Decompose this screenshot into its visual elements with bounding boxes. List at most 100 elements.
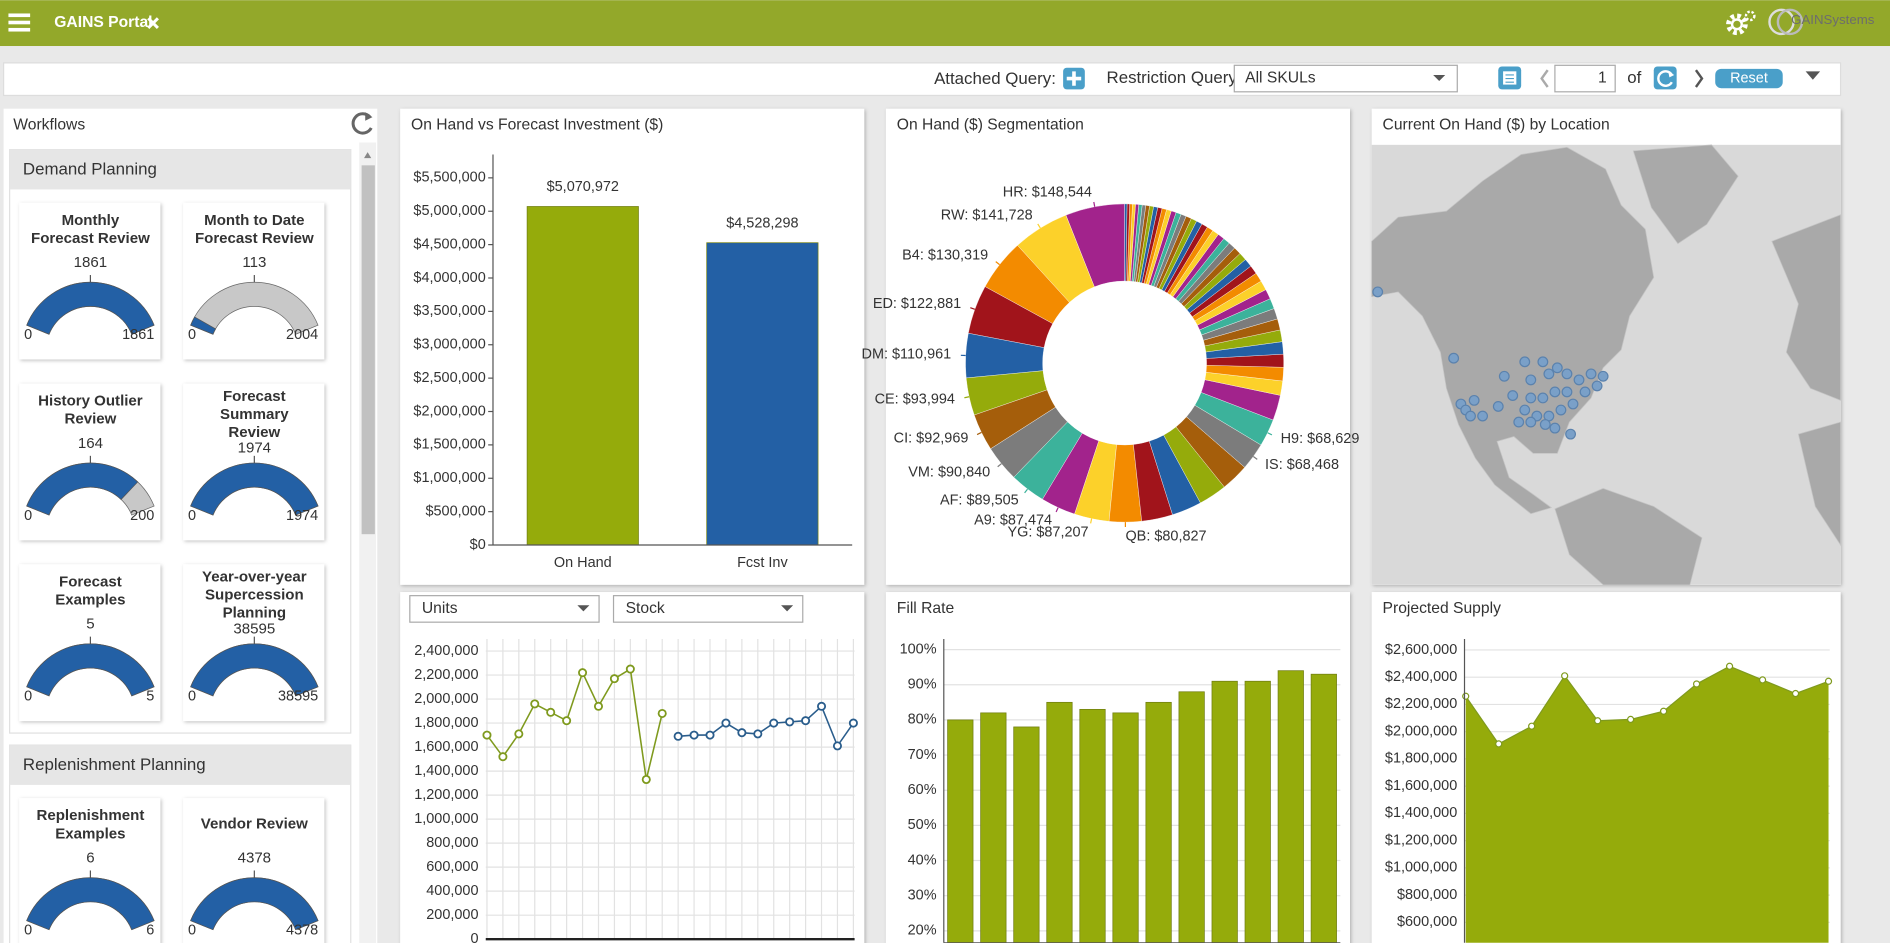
location-dot[interactable]	[1549, 422, 1561, 434]
bar	[706, 242, 819, 546]
menu-button[interactable]	[8, 13, 31, 32]
point	[514, 729, 524, 739]
point	[530, 699, 540, 709]
location-dot[interactable]	[1591, 380, 1603, 392]
workflow-card[interactable]	[183, 202, 325, 360]
location-dot[interactable]	[1555, 404, 1567, 416]
menu-line	[8, 27, 31, 32]
dropdown-label: Stock	[626, 600, 665, 617]
map-land	[1371, 146, 1655, 515]
page-number: 1	[1598, 70, 1607, 87]
gauge-max: 1861	[122, 327, 154, 343]
map-land	[1797, 421, 1841, 547]
refresh-button[interactable]	[1653, 66, 1677, 90]
gauge-min: 0	[24, 508, 32, 524]
scroll-up[interactable]	[364, 152, 372, 159]
location-dot[interactable]	[1537, 392, 1549, 404]
bar	[526, 206, 639, 546]
settings-icon[interactable]	[1726, 10, 1756, 36]
bar	[1079, 708, 1106, 943]
y-tick-label: 70%	[908, 747, 937, 763]
gauge-fill	[190, 643, 319, 697]
close-icon[interactable]	[147, 17, 159, 29]
location-dot[interactable]	[1519, 404, 1531, 416]
gauge-min: 0	[188, 689, 196, 705]
location-dot[interactable]	[1579, 386, 1591, 398]
label-leader	[1055, 507, 1059, 513]
restriction-select[interactable]	[1233, 64, 1458, 93]
location-dot[interactable]	[1573, 374, 1585, 386]
label-leader	[1093, 201, 1096, 207]
point	[1725, 662, 1734, 670]
location-dot[interactable]	[1539, 419, 1551, 430]
y-tick-label: $2,500,000	[413, 370, 485, 386]
card-title: Review	[64, 411, 116, 428]
location-dot[interactable]	[1565, 428, 1577, 440]
point	[1659, 707, 1668, 715]
location-dot[interactable]	[1585, 368, 1597, 380]
area-fill	[1465, 666, 1829, 943]
location-dot[interactable]	[1372, 286, 1384, 298]
location-dot[interactable]	[1597, 370, 1609, 382]
value-label: $4,528,298	[726, 215, 798, 231]
workflow-card[interactable]	[183, 383, 325, 541]
group-header[interactable]	[9, 149, 351, 190]
point	[1627, 715, 1635, 724]
location-dot[interactable]	[1525, 416, 1537, 428]
location-dot[interactable]	[1492, 400, 1504, 412]
map-land	[1554, 487, 1703, 586]
location-dot[interactable]	[1551, 362, 1563, 374]
page-input[interactable]	[1554, 64, 1616, 93]
label-leader	[970, 307, 976, 310]
card-title: Examples	[55, 591, 125, 608]
group-header[interactable]	[9, 745, 351, 785]
gauge-value: 1974	[238, 440, 271, 457]
location-dot[interactable]	[1465, 410, 1476, 422]
menu-line	[8, 13, 31, 18]
attached-query-label: Attached Query:	[934, 69, 1056, 88]
location-dot[interactable]	[1448, 352, 1460, 364]
point	[657, 708, 667, 718]
location-dot[interactable]	[1561, 368, 1573, 380]
location-dot[interactable]	[1567, 398, 1579, 410]
point	[673, 731, 683, 741]
location-dot[interactable]	[1519, 356, 1531, 368]
prev-page[interactable]	[1540, 69, 1549, 88]
y-tick-label: 400,000	[426, 883, 478, 899]
label-leader	[1024, 488, 1029, 494]
next-page[interactable]	[1694, 69, 1704, 88]
location-dot[interactable]	[1513, 416, 1525, 428]
location-dot[interactable]	[1477, 410, 1489, 422]
workflows-refresh[interactable]	[351, 112, 373, 135]
workflow-card[interactable]	[183, 564, 325, 722]
add-query-button[interactable]	[1063, 67, 1085, 90]
chart-title: Fill Rate	[897, 600, 955, 617]
location-dot[interactable]	[1525, 374, 1537, 386]
reset-button[interactable]	[1715, 68, 1783, 89]
scroll-thumb[interactable]	[361, 165, 375, 535]
location-dot[interactable]	[1537, 356, 1549, 368]
y-tick-label: 800,000	[426, 835, 478, 851]
location-dot[interactable]	[1468, 394, 1480, 406]
location-dot[interactable]	[1498, 370, 1510, 382]
location-dot[interactable]	[1507, 390, 1519, 401]
restriction-value: All SKULs	[1245, 70, 1316, 87]
dropdown[interactable]	[409, 595, 600, 623]
gauge-max: 2004	[286, 327, 318, 343]
dropdown-arrow	[781, 605, 794, 612]
toolbar-collapse[interactable]	[1805, 71, 1821, 80]
gauge-value: 5	[86, 616, 94, 633]
location-dot[interactable]	[1561, 386, 1573, 398]
location-dot[interactable]	[1549, 386, 1561, 398]
y-tick-label: $1,200,000	[1385, 832, 1457, 848]
slice-label: CI: $92,969	[894, 431, 969, 447]
slice-label: H9: $68,629	[1281, 431, 1360, 447]
dropdown[interactable]	[612, 595, 804, 623]
gauge-max: 4378	[286, 923, 318, 939]
location-dot[interactable]	[1525, 392, 1537, 404]
location-dot[interactable]	[1543, 368, 1555, 380]
y-tick-label: 0	[470, 931, 478, 943]
list-button[interactable]	[1498, 66, 1522, 90]
gauge-value: 113	[242, 254, 266, 271]
